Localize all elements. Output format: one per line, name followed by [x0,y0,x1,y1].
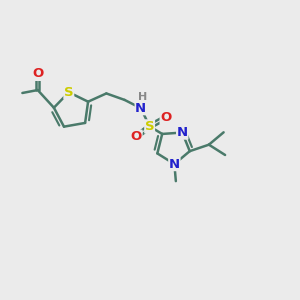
Text: O: O [131,130,142,143]
Text: S: S [145,120,154,133]
Text: N: N [177,126,188,139]
Text: S: S [64,86,74,99]
Text: N: N [135,102,146,115]
Text: H: H [138,92,147,102]
Text: O: O [32,67,43,80]
Text: O: O [160,111,171,124]
Text: N: N [169,158,180,171]
